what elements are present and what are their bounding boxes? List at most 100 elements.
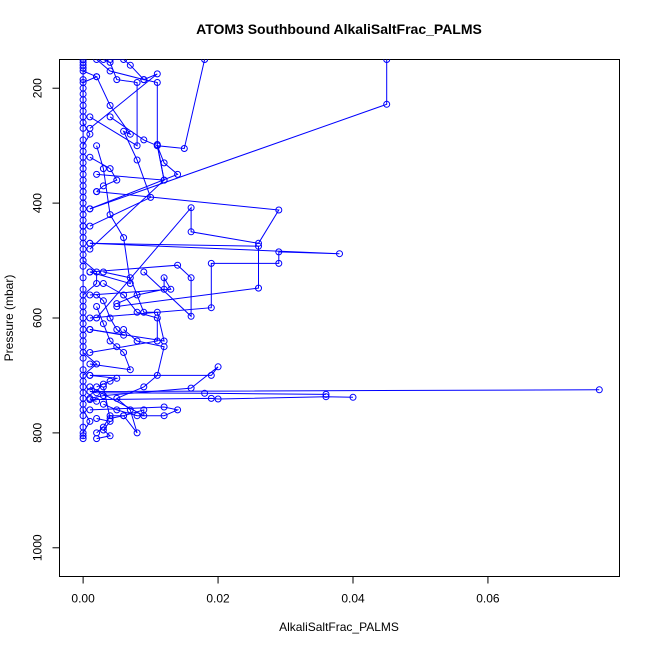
- series-line: [89, 242, 259, 307]
- data-point: [86, 417, 94, 425]
- y-tick-label: 600: [31, 308, 45, 328]
- data-point: [93, 142, 101, 150]
- data-point: [147, 193, 155, 201]
- data-point: [79, 274, 87, 282]
- data-point: [120, 291, 128, 299]
- data-point: [79, 423, 87, 431]
- data-point: [99, 280, 107, 287]
- data-point: [79, 170, 87, 178]
- data-point: [153, 142, 161, 150]
- data-point: [93, 435, 101, 443]
- chart-title: ATOM3 Southbound AlkaliSaltFrac_PALMS: [196, 21, 482, 37]
- data-point: [93, 303, 101, 310]
- data-point: [275, 206, 283, 214]
- x-axis-label: AlkaliSaltFrac_PALMS: [279, 620, 399, 634]
- data-point: [79, 389, 87, 397]
- series-line: [89, 366, 219, 399]
- data-point: [106, 432, 114, 440]
- data-point: [99, 400, 107, 408]
- data-point: [93, 73, 101, 81]
- data-point: [120, 59, 128, 63]
- data-point: [140, 406, 148, 414]
- data-point: [187, 274, 195, 282]
- data-point: [79, 251, 87, 259]
- data-point: [79, 205, 87, 213]
- data-point: [106, 102, 114, 109]
- data-point: [201, 389, 209, 397]
- data-point: [99, 59, 107, 63]
- series-line: [89, 145, 131, 285]
- data-point: [79, 59, 87, 63]
- data-point: [79, 320, 87, 328]
- data-point: [113, 406, 121, 414]
- data-point: [207, 371, 215, 379]
- series-line: [96, 329, 165, 434]
- data-point: [99, 165, 107, 173]
- data-point: [86, 360, 94, 368]
- data-point: [79, 354, 87, 362]
- data-point: [140, 383, 148, 391]
- y-tick-label: 200: [31, 78, 45, 98]
- data-point: [99, 426, 107, 434]
- data-point: [113, 176, 121, 184]
- data-point: [153, 337, 161, 345]
- data-point: [160, 176, 168, 184]
- data-point: [86, 291, 94, 299]
- data-point: [79, 297, 87, 305]
- data-point: [79, 377, 87, 385]
- data-point: [93, 291, 101, 299]
- data-point: [187, 312, 195, 320]
- data-point: [160, 285, 168, 293]
- series-line: [89, 59, 388, 210]
- data-point: [79, 193, 87, 201]
- data-point: [140, 136, 148, 144]
- data-point: [86, 326, 94, 333]
- series-group: [79, 59, 603, 443]
- data-point: [133, 156, 141, 164]
- series-line: [96, 191, 280, 319]
- x-axis: 0.00 0.02 0.04 0.06: [71, 576, 500, 606]
- data-point: [180, 145, 188, 152]
- data-point: [79, 412, 87, 420]
- data-point: [160, 403, 168, 411]
- data-point: [133, 412, 141, 420]
- data-point: [86, 113, 94, 121]
- data-point: [113, 326, 121, 333]
- data-point: [79, 102, 87, 109]
- data-point: [79, 400, 87, 408]
- data-point: [79, 216, 87, 224]
- data-point: [275, 259, 283, 267]
- data-point: [106, 59, 114, 63]
- data-point: [140, 308, 148, 316]
- data-point: [113, 374, 121, 382]
- data-point: [322, 393, 330, 401]
- x-tick-label: 0.02: [206, 592, 230, 606]
- y-tick-label: 800: [31, 423, 45, 443]
- data-point: [126, 366, 134, 374]
- data-point: [201, 59, 209, 63]
- data-point: [106, 314, 114, 322]
- data-point: [79, 90, 87, 98]
- data-point: [133, 291, 141, 299]
- series-line: [89, 242, 340, 319]
- series-line: [89, 283, 158, 353]
- data-point: [255, 284, 262, 292]
- data-point: [86, 205, 94, 213]
- data-point: [93, 188, 101, 196]
- series-line: [89, 271, 165, 342]
- x-tick-label: 0.04: [341, 592, 365, 606]
- y-axis: 200 400 600 800 1000: [31, 78, 60, 561]
- data-point: [113, 76, 121, 84]
- data-point: [133, 142, 141, 150]
- data-point: [79, 308, 87, 316]
- data-point: [86, 371, 94, 379]
- data-point: [79, 124, 87, 132]
- data-point: [160, 159, 168, 167]
- data-point: [133, 308, 141, 316]
- data-point: [86, 153, 94, 161]
- series-line: [89, 59, 138, 147]
- data-point: [86, 349, 94, 356]
- data-point: [126, 61, 134, 69]
- y-tick-label: 1000: [31, 534, 45, 561]
- data-point: [113, 300, 121, 308]
